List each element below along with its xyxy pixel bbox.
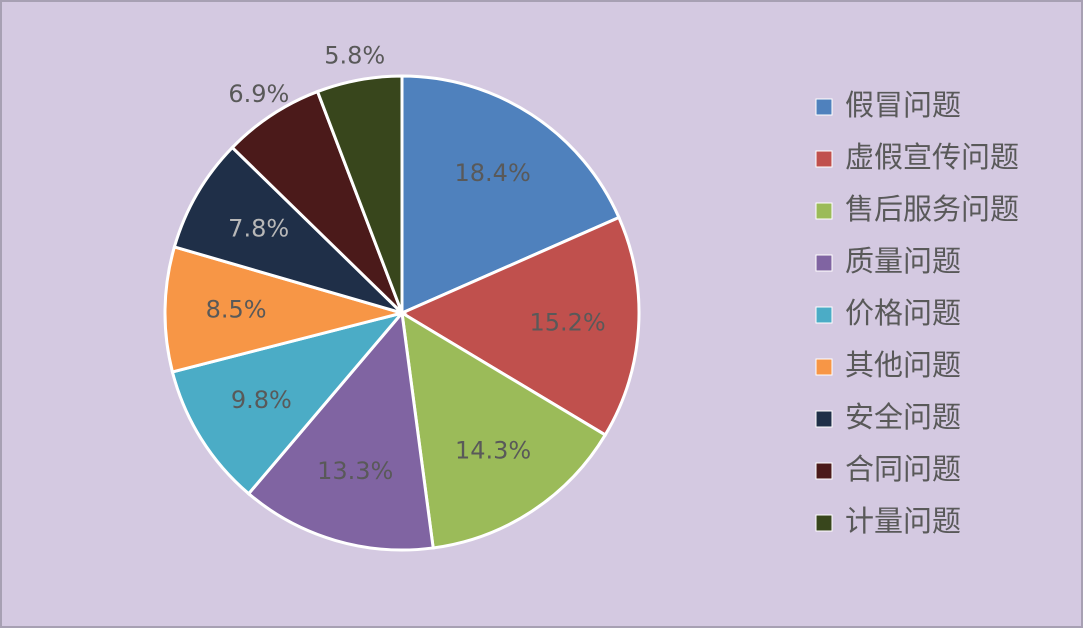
pie-slice: [398, 215, 641, 437]
legend-swatch: [815, 98, 833, 116]
pie-slice: [400, 310, 608, 550]
pie-slice: [246, 309, 435, 552]
legend-label: 合同问题: [845, 452, 961, 486]
pie-slice: [172, 145, 404, 315]
legend-swatch: [815, 202, 833, 220]
data-label: 13.3%: [317, 457, 393, 485]
data-label: 18.4%: [455, 159, 531, 187]
legend-label: 售后服务问题: [845, 192, 1019, 226]
legend-swatch: [815, 358, 833, 376]
data-label: 7.8%: [228, 214, 289, 242]
pie-slice: [163, 245, 408, 374]
data-label: 14.3%: [455, 437, 531, 465]
pie-slice: [400, 74, 621, 316]
legend-swatch: [815, 254, 833, 272]
legend-label: 假冒问题: [845, 88, 961, 122]
data-label: 8.5%: [206, 295, 267, 323]
legend-label: 价格问题: [845, 296, 961, 330]
legend-label: 虚假宣传问题: [845, 140, 1019, 174]
data-label: 5.8%: [324, 42, 385, 70]
pie-slice: [315, 74, 404, 314]
legend-swatch: [815, 150, 833, 168]
legend-swatch: [815, 306, 833, 324]
legend-label: 计量问题: [845, 504, 961, 538]
data-label: 9.8%: [231, 386, 292, 414]
data-label: 6.9%: [228, 80, 289, 108]
legend-swatch: [815, 462, 833, 480]
legend-swatch: [815, 514, 833, 532]
data-label: 15.2%: [529, 308, 605, 336]
legend-swatch: [815, 410, 833, 428]
legend-label: 其他问题: [845, 348, 961, 382]
pie-slice: [230, 89, 404, 315]
legend-label: 安全问题: [845, 400, 961, 434]
legend-label: 质量问题: [845, 244, 961, 278]
